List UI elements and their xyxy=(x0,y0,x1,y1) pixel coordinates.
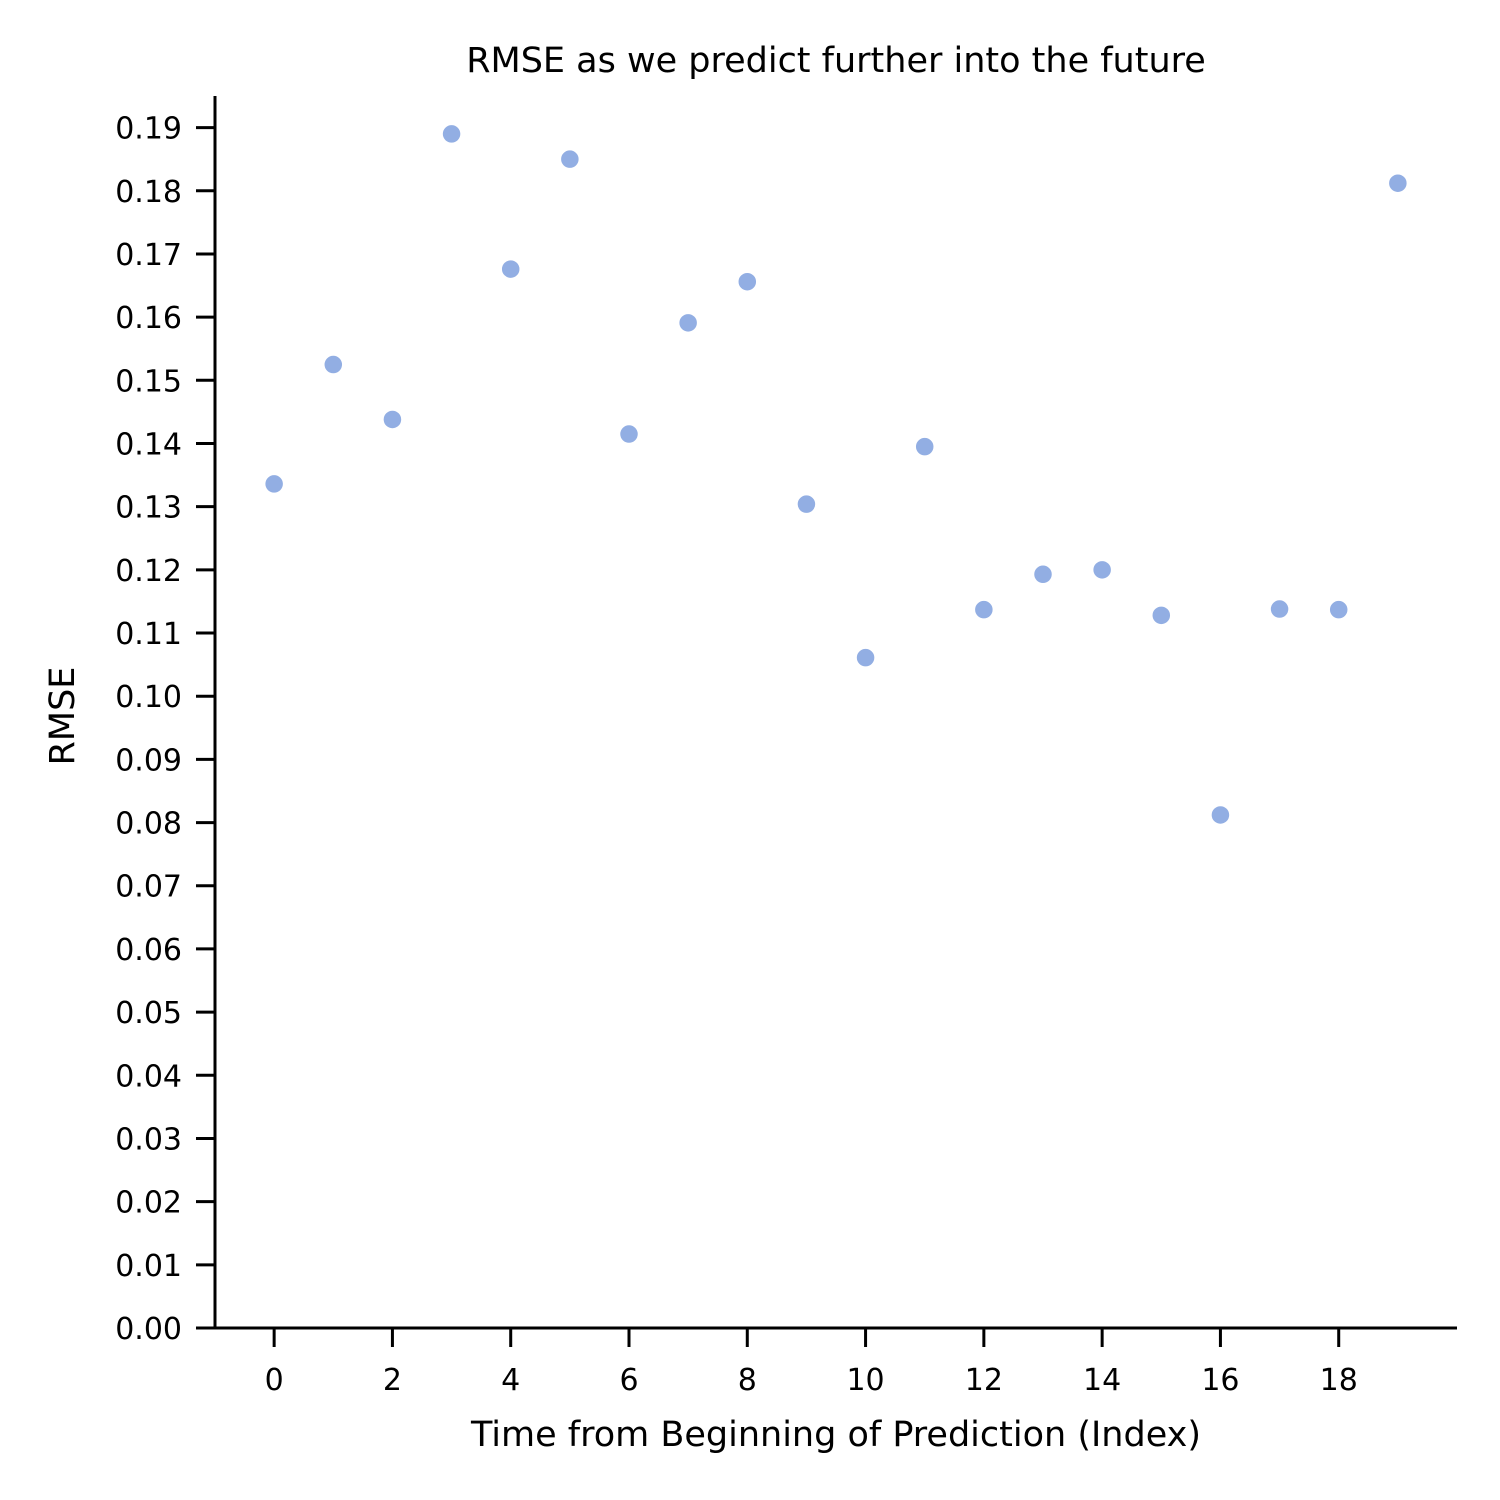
data-point xyxy=(263,473,285,495)
x-tick-label: 8 xyxy=(738,1363,757,1398)
x-tick-label: 16 xyxy=(1201,1363,1239,1398)
y-tick-label: 0.15 xyxy=(115,364,182,399)
x-tick-label: 14 xyxy=(1083,1363,1121,1398)
y-tick-label: 0.00 xyxy=(115,1312,182,1347)
y-axis: 0.00 0.01 0.02 0.03 0.04 0.05 0.06 0.07 0.08 0.09… xyxy=(115,96,217,1347)
x-tick-label: 2 xyxy=(383,1363,402,1398)
y-tick-label: 0.11 xyxy=(115,617,182,652)
x-tick-label: 18 xyxy=(1320,1363,1358,1398)
data-point xyxy=(1151,605,1172,626)
data-point xyxy=(382,409,403,430)
y-tick-label: 0.05 xyxy=(115,996,182,1031)
y-tick-label: 0.10 xyxy=(115,680,182,715)
y-tick-label: 0.12 xyxy=(115,554,182,589)
x-tick-label: 0 xyxy=(265,1363,284,1398)
data-point xyxy=(1032,564,1054,585)
data-point xyxy=(500,258,521,280)
data-point xyxy=(559,148,581,170)
x-tick-label: 6 xyxy=(619,1363,638,1398)
x-axis: 0 2 4 6 8 10 12 14 16 18 xyxy=(213,1326,1457,1398)
y-axis-label: RMSE xyxy=(43,667,83,766)
y-tick-label: 0.03 xyxy=(115,1122,182,1157)
y-tick-label: 0.06 xyxy=(115,933,182,968)
y-tick-label: 0.19 xyxy=(115,112,182,147)
chart-title: RMSE as we predict further into the futu… xyxy=(466,41,1206,81)
data-points xyxy=(263,123,1409,826)
data-point xyxy=(855,647,876,668)
data-point xyxy=(1210,804,1231,826)
x-axis-label: Time from Beginning of Prediction (Index… xyxy=(470,1415,1201,1455)
y-tick-label: 0.04 xyxy=(115,1059,182,1094)
data-point xyxy=(1387,172,1409,194)
data-point xyxy=(914,436,935,457)
data-point xyxy=(973,599,995,620)
x-tick-label: 10 xyxy=(846,1363,884,1398)
data-point xyxy=(1328,599,1349,620)
data-point xyxy=(1091,559,1113,581)
data-point xyxy=(796,493,817,515)
y-tick-label: 0.07 xyxy=(115,870,182,905)
y-tick-label: 0.17 xyxy=(115,238,182,273)
y-tick-label: 0.01 xyxy=(115,1249,182,1284)
x-tick-label: 12 xyxy=(965,1363,1003,1398)
y-tick-label: 0.14 xyxy=(115,427,182,462)
x-tick-label: 4 xyxy=(501,1363,520,1398)
y-tick-label: 0.18 xyxy=(115,175,182,210)
data-point xyxy=(737,271,758,292)
data-point xyxy=(441,123,462,145)
data-point xyxy=(677,312,699,334)
y-tick-label: 0.09 xyxy=(115,743,182,778)
data-point xyxy=(618,423,640,445)
data-point xyxy=(1269,598,1290,620)
y-tick-label: 0.08 xyxy=(115,807,182,842)
data-point xyxy=(323,354,344,375)
y-tick-label: 0.02 xyxy=(115,1186,182,1221)
y-tick-label: 0.16 xyxy=(115,301,182,336)
y-tick-label: 0.13 xyxy=(115,491,182,526)
